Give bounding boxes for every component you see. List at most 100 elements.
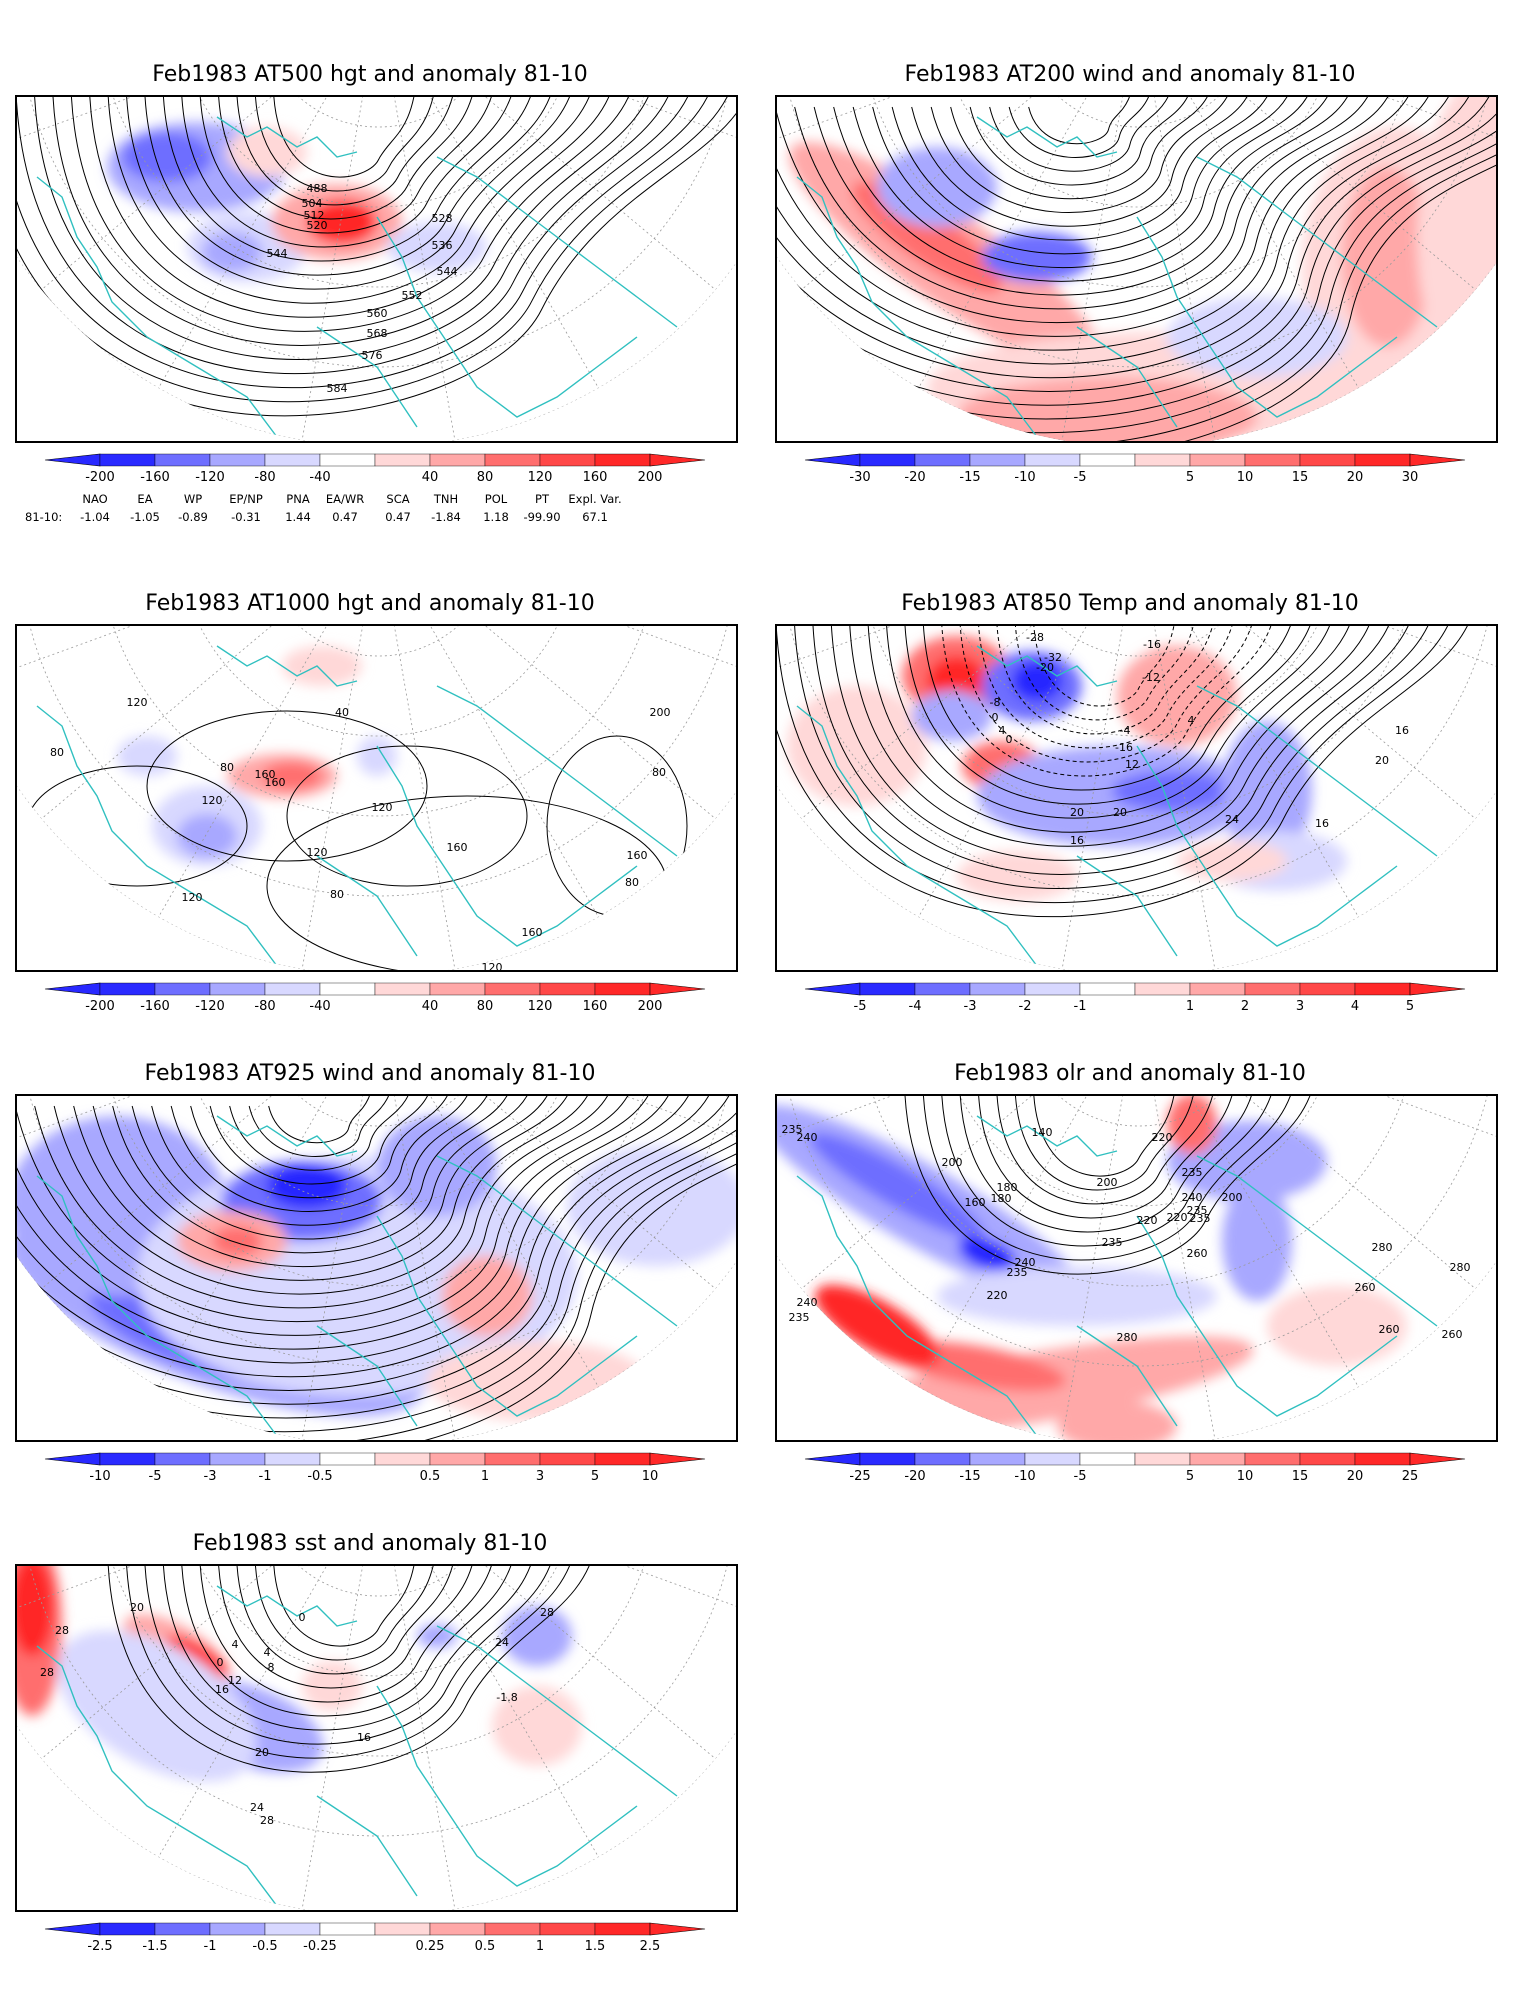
- contour-label: -16: [1143, 638, 1161, 651]
- contour-label: -12: [1142, 671, 1160, 684]
- contour-line: [217, 1566, 478, 1689]
- contours: [107, 1566, 598, 1773]
- colorbar-bin: [594, 453, 651, 467]
- colorbar-bin: [319, 1922, 376, 1936]
- anomaly-region: [17, 1566, 54, 1656]
- anomaly-region: [267, 1164, 347, 1208]
- graticule: [777, 97, 1496, 441]
- index-value: -1.05: [130, 510, 160, 524]
- index-row-label: 81-10:: [25, 510, 63, 524]
- colorbar-bin: [429, 982, 486, 996]
- colorbar-bin: [319, 982, 376, 996]
- contour-label: 120: [482, 961, 503, 972]
- contour-label: 120: [127, 696, 148, 709]
- colorbar-arrow-right: [1409, 982, 1466, 996]
- streamline: [777, 97, 1496, 441]
- map-area: [17, 1096, 736, 1440]
- colorbar-bin: [1189, 982, 1246, 996]
- coastline: [1136, 1215, 1398, 1417]
- meridian: [378, 626, 609, 935]
- colorbar-bin: [1244, 453, 1301, 467]
- contour-label: 80: [220, 761, 234, 774]
- colorbar-strip: [44, 982, 706, 996]
- contour-label: 16: [1070, 834, 1084, 847]
- latitude-circle: [18, 1096, 736, 1367]
- index-value: -0.89: [178, 510, 208, 524]
- colorbar-bin: [969, 1452, 1026, 1466]
- colorbar-tick-label: 120: [527, 999, 553, 1014]
- colorbar-bin: [209, 453, 266, 467]
- streamline: [170, 1096, 477, 1213]
- anomaly-region: [377, 1116, 497, 1216]
- contour-label: 16: [357, 1731, 371, 1744]
- meridian: [785, 97, 1139, 303]
- meridian: [25, 97, 379, 303]
- latitude-circle: [778, 1096, 1496, 1367]
- colorbar-bin: [154, 1452, 211, 1466]
- index-value: -1.84: [431, 510, 461, 524]
- panel-title: Feb1983 AT500 hgt and anomaly 81-10: [152, 62, 588, 87]
- coastline: [796, 176, 1038, 438]
- streamline: [17, 1096, 736, 1440]
- colorbar-arrow-left: [44, 982, 101, 996]
- map-area: [777, 97, 1496, 441]
- contour-label: 488: [307, 182, 328, 195]
- colorbar-tick-label: -20: [904, 1469, 926, 1484]
- colorbar-tick-label: -200: [85, 470, 115, 485]
- contour-line: [125, 1566, 578, 1759]
- colorbar-tick-label: 5: [1185, 470, 1195, 485]
- colorbar-tick-label: -200: [85, 999, 115, 1014]
- contour-label: 220: [987, 1289, 1008, 1302]
- colorbar-tick-label: -0.5: [252, 1939, 278, 1954]
- colorbar-bin: [1354, 982, 1411, 996]
- meridian: [25, 1096, 379, 1302]
- anomaly-region: [177, 814, 237, 858]
- colorbar-tick-label: -2.5: [87, 1939, 113, 1954]
- contour-label: 528: [432, 212, 453, 225]
- anomaly-region: [1342, 167, 1432, 347]
- latitude-circle: [98, 626, 659, 817]
- colorbar: -200 -160 -120 -80 -40 40 80 120 160 200: [44, 453, 706, 494]
- contour-line: [1014, 1096, 1198, 1191]
- colorbar: -2.5 -1.5 -1 -0.5 -0.25 0.25 0.5 1 1.5 2.5: [44, 1922, 706, 1963]
- colorbar-arrow-left: [44, 1922, 101, 1936]
- map-frame: [15, 1094, 738, 1442]
- colorbar-tick-label: -1: [203, 1939, 217, 1954]
- contour-line: [959, 626, 1258, 763]
- colorbar-bin: [209, 1452, 266, 1466]
- colorbar-bin: [429, 453, 486, 467]
- streamline: [34, 1096, 619, 1309]
- anomaly-shading: [787, 636, 1347, 901]
- colorbar-tick-label: 10: [641, 1469, 659, 1484]
- index-name: PT: [535, 492, 549, 506]
- coastlines: [36, 1585, 678, 1907]
- contour-label: 260: [1442, 1328, 1463, 1341]
- coastline: [316, 1325, 418, 1427]
- contour-label: 235: [1187, 1204, 1208, 1217]
- colorbar-bin: [319, 453, 376, 467]
- contours: [777, 97, 1496, 441]
- streamline: [777, 97, 1460, 365]
- contour-line: [107, 1566, 598, 1773]
- streamline: [777, 97, 1399, 324]
- coastline: [216, 645, 358, 687]
- anomaly-region: [815, 1284, 939, 1368]
- index-name: SCA: [386, 492, 410, 506]
- latitude-circle: [18, 1566, 736, 1837]
- contour-label: 200: [1097, 1176, 1118, 1189]
- anomaly-region: [982, 232, 1092, 282]
- colorbar-bin: [374, 1922, 431, 1936]
- contour-label: -4: [1120, 724, 1131, 737]
- colorbar-tick-label: 160: [582, 470, 608, 485]
- streamline: [268, 1096, 376, 1144]
- meridian: [785, 626, 1139, 832]
- meridian: [1138, 626, 1219, 970]
- contour-line: [146, 710, 428, 862]
- colorbar-tick-label: 30: [1401, 470, 1419, 485]
- contours: [904, 1096, 1318, 1275]
- contour-line: [236, 1566, 458, 1675]
- colorbar-tick-label: 200: [637, 999, 663, 1014]
